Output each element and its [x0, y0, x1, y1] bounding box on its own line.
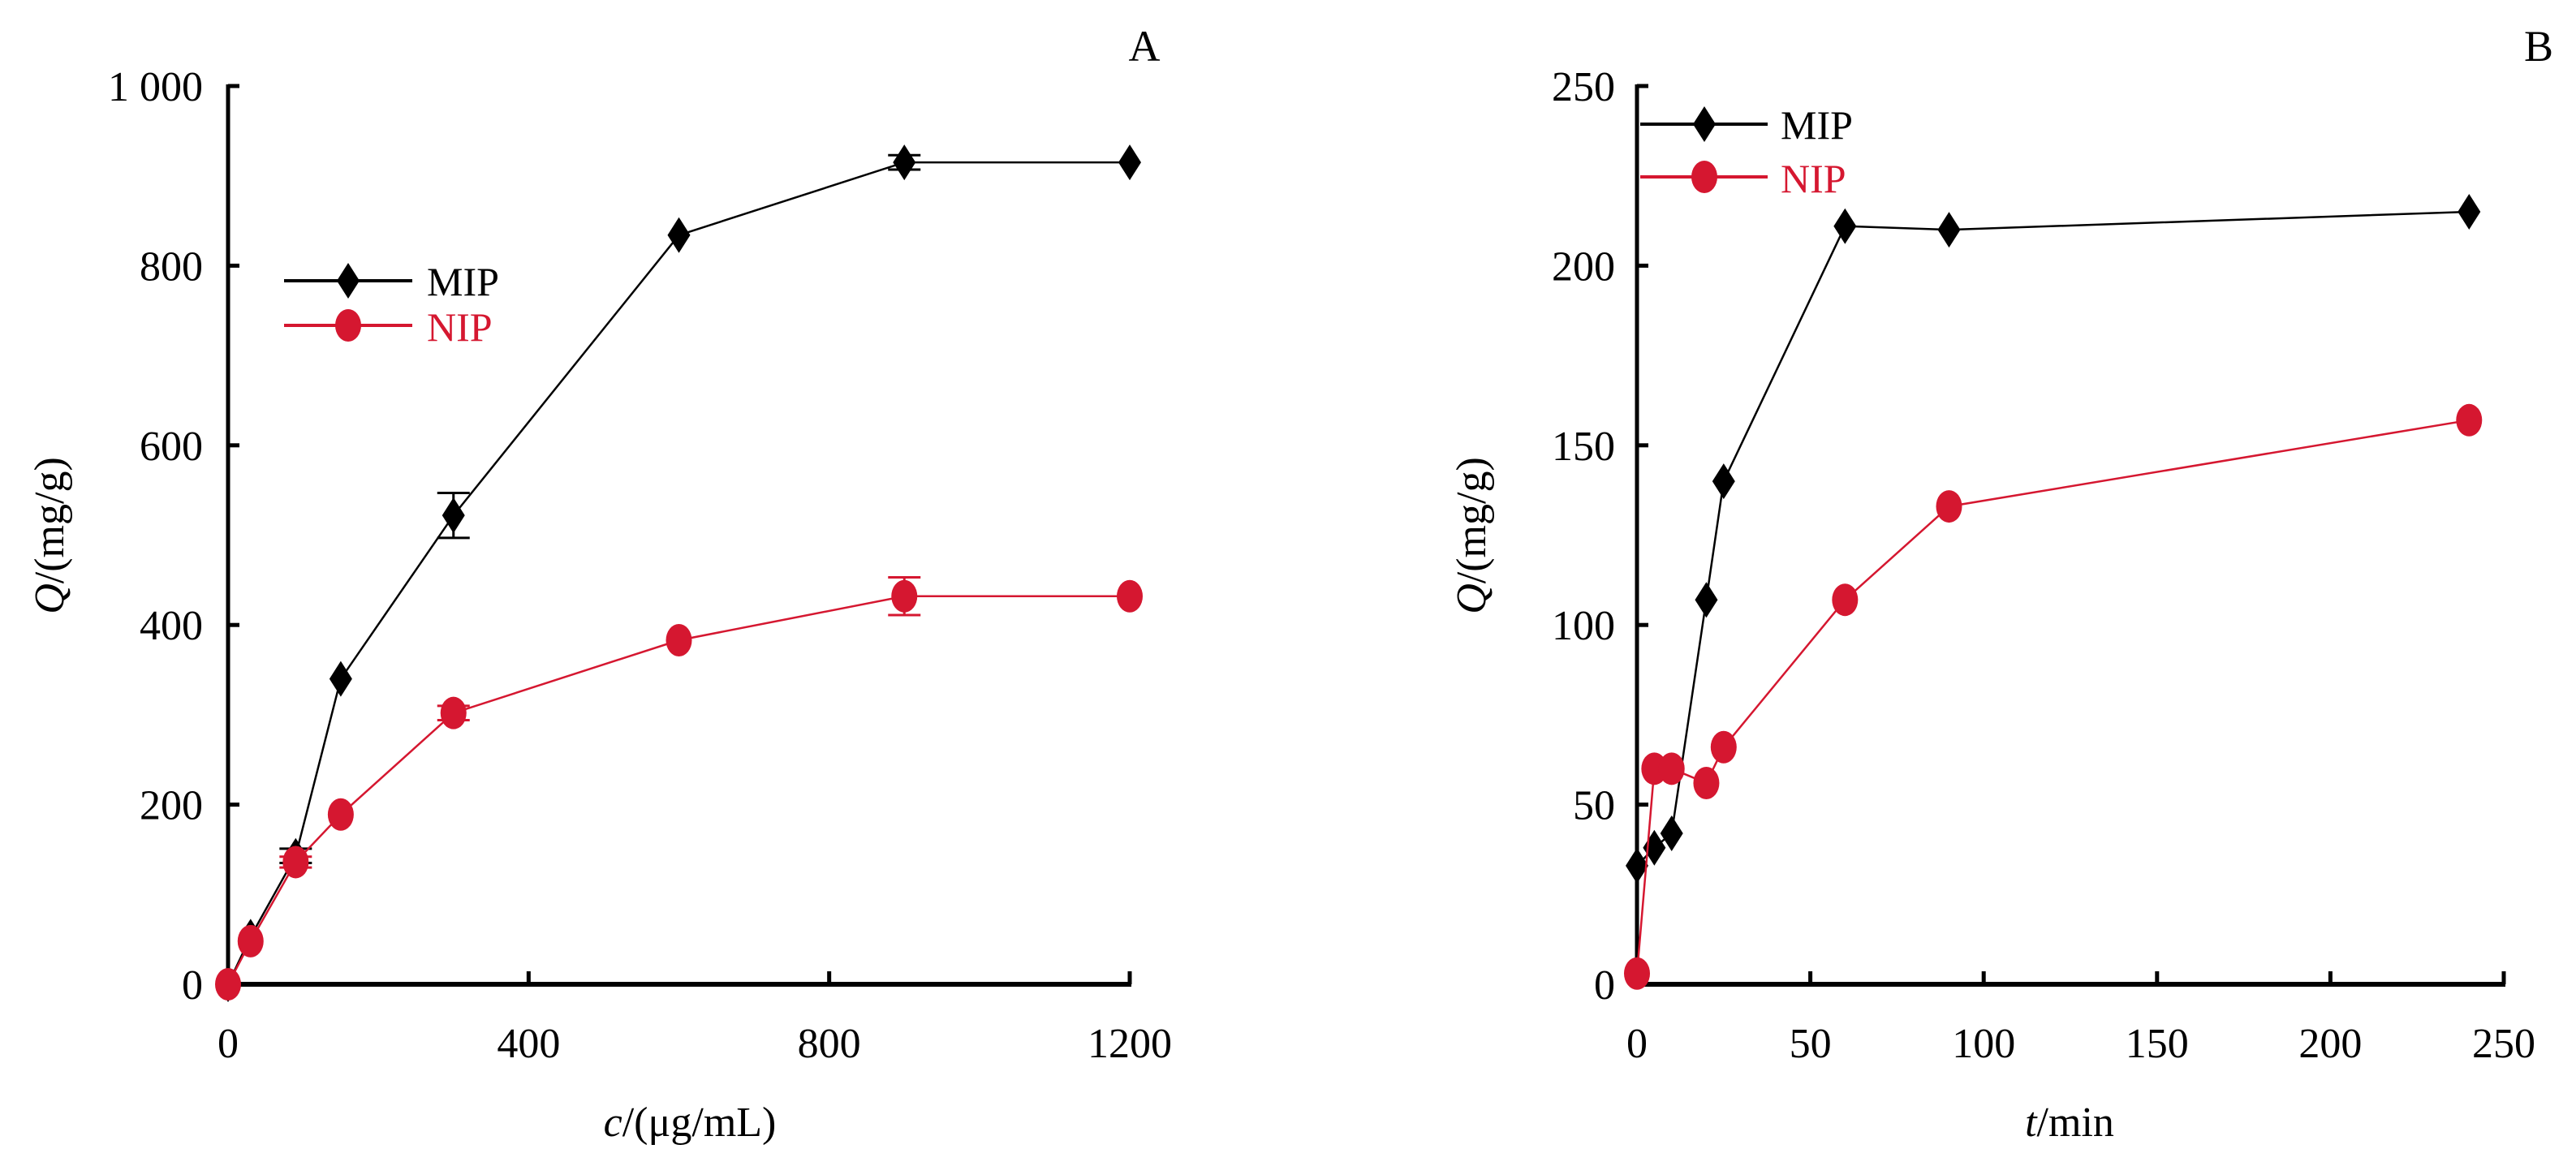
data-point-mip — [1660, 815, 1683, 852]
x-tick-label: 50 — [1790, 1021, 1832, 1067]
data-point-mip — [1118, 144, 1141, 181]
panel-a-y-var: Q — [27, 583, 73, 614]
data-point-nip — [1624, 957, 1650, 990]
y-tick-label: 800 — [140, 243, 203, 290]
data-point-mip — [1937, 212, 1961, 248]
legend-nip-circle-icon — [335, 309, 361, 342]
panel-b-x-var: t — [2025, 1100, 2038, 1146]
data-point-nip — [1936, 490, 1962, 523]
series-mip — [1626, 193, 2481, 884]
data-point-mip — [2458, 193, 2481, 230]
panel-b-legend: MIP NIP — [1640, 102, 1853, 201]
data-point-nip — [440, 696, 467, 729]
data-point-mip — [329, 661, 352, 697]
x-tick-label: 800 — [798, 1021, 861, 1067]
data-point-nip — [215, 968, 241, 1001]
data-point-mip — [1695, 582, 1718, 618]
y-tick-label: 100 — [1552, 603, 1615, 649]
series-line-mip — [226, 161, 1130, 985]
x-tick-label: 0 — [1626, 1021, 1648, 1067]
panel-a-y-unit: /(mg/g) — [27, 457, 73, 583]
legend-mip-diamond-icon — [337, 263, 360, 299]
data-point-mip — [1712, 463, 1735, 500]
x-tick-label: 100 — [1952, 1021, 2015, 1067]
data-point-nip — [1710, 730, 1737, 764]
panel-b-x-axis-title: t/min — [2025, 1100, 2114, 1146]
panel-a-x-unit: /(μg/mL) — [622, 1100, 777, 1146]
x-tick-label: 200 — [2298, 1021, 2362, 1067]
legend-mip-label: MIP — [1781, 102, 1853, 148]
y-tick-label: 50 — [1573, 783, 1615, 829]
series-line-mip — [1636, 210, 2470, 867]
panel-b-ticks: 0 50 100 150 200 250 0 50 100 150 200 250 — [1552, 64, 2535, 1067]
x-tick-label: 150 — [2126, 1021, 2189, 1067]
data-point-nip — [1117, 579, 1143, 613]
y-tick-label: 200 — [140, 783, 203, 829]
panel-b-y-unit: /(mg/g) — [1449, 457, 1495, 583]
x-tick-label: 250 — [2472, 1021, 2535, 1067]
panel-a-ticks: 0 200 400 600 800 1 000 0 400 800 1200 — [108, 64, 1172, 1067]
legend-nip-label: NIP — [1781, 156, 1846, 201]
panel-a-series — [215, 144, 1143, 1002]
data-point-nip — [237, 924, 264, 957]
panel-b: B 0 50 100 150 200 250 0 50 100 150 200 250 t/min Q… — [1449, 22, 2553, 1146]
data-point-mip — [667, 217, 691, 253]
data-point-mip — [1626, 847, 1648, 884]
panel-a-axes — [226, 84, 1131, 987]
data-point-nip — [282, 846, 309, 879]
data-point-nip — [1693, 767, 1720, 800]
panel-b-x-unit: /min — [2037, 1100, 2114, 1146]
legend-nip-circle-icon — [1691, 161, 1717, 193]
y-tick-label: 1 000 — [108, 64, 203, 110]
data-point-nip — [1832, 583, 1859, 617]
series-mip — [217, 144, 1141, 1002]
panel-a-x-axis-title: c/(μg/mL) — [604, 1100, 777, 1146]
panel-b-y-var: Q — [1449, 583, 1495, 614]
data-point-nip — [327, 798, 354, 831]
x-tick-label: 400 — [497, 1021, 560, 1067]
data-point-nip — [1658, 752, 1685, 785]
y-tick-label: 250 — [1552, 64, 1615, 110]
series-nip — [1624, 403, 2483, 990]
panel-label-b: B — [2524, 22, 2553, 71]
data-point-nip — [2456, 403, 2483, 437]
panel-b-axes — [1635, 84, 2505, 987]
series-nip — [215, 576, 1143, 1001]
data-point-nip — [891, 579, 918, 613]
x-tick-label: 1200 — [1088, 1021, 1172, 1067]
y-tick-label: 0 — [1594, 962, 1615, 1009]
panel-a-y-axis-title: Q/(mg/g) — [27, 457, 73, 614]
data-point-mip — [1833, 208, 1857, 244]
y-tick-label: 600 — [140, 424, 203, 470]
data-point-mip — [442, 497, 465, 534]
legend-mip-label: MIP — [427, 259, 499, 304]
data-point-mip — [1643, 829, 1666, 866]
panel-label-a: A — [1129, 22, 1161, 71]
data-point-mip — [893, 144, 916, 181]
panel-b-series — [1624, 193, 2483, 990]
panel-a-x-var: c — [604, 1100, 622, 1146]
panel-a-legend: MIP NIP — [284, 259, 499, 350]
panel-a: A 0 200 400 600 800 1 000 0 400 800 1200 c/(μg/mL… — [27, 22, 1172, 1146]
y-tick-label: 200 — [1552, 243, 1615, 290]
y-tick-label: 0 — [182, 962, 203, 1009]
series-line-nip — [1635, 419, 2470, 974]
x-tick-label: 0 — [218, 1021, 239, 1067]
y-tick-label: 400 — [140, 603, 203, 649]
legend-mip-diamond-icon — [1693, 106, 1716, 142]
panel-b-y-axis-title: Q/(mg/g) — [1449, 457, 1495, 614]
legend-nip-label: NIP — [427, 304, 493, 350]
y-tick-label: 150 — [1552, 424, 1615, 470]
data-point-nip — [666, 624, 692, 657]
